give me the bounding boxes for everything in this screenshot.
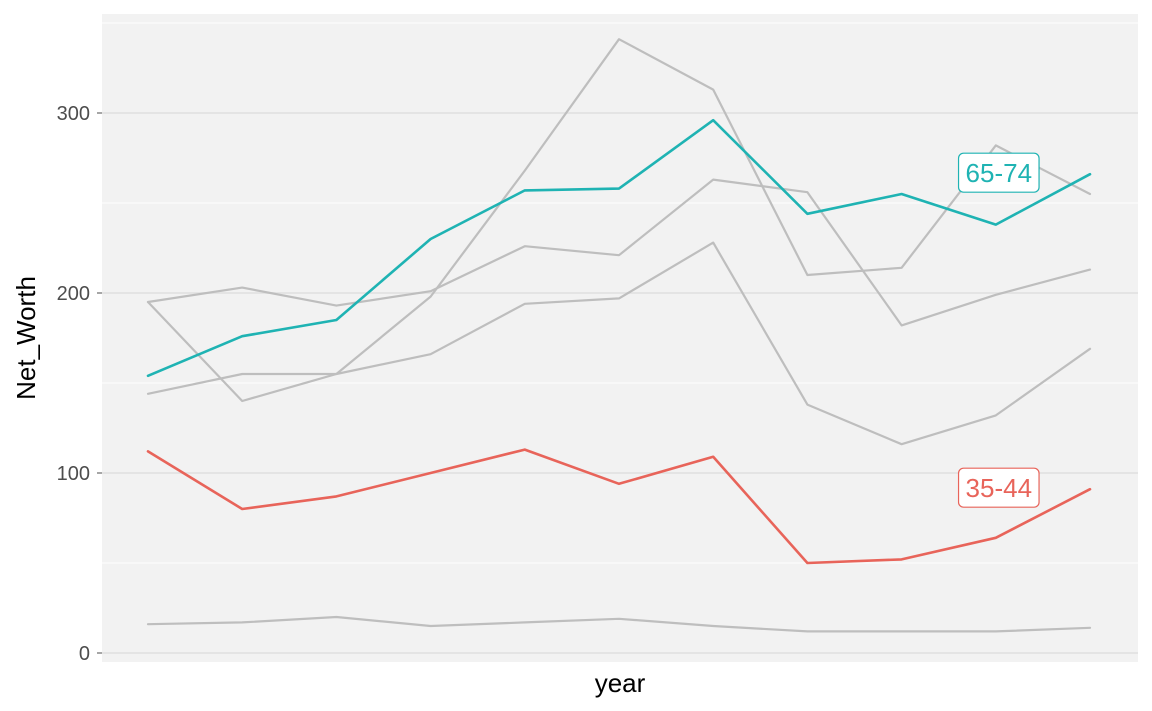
- x-axis-title: year: [595, 668, 646, 698]
- y-tick-label: 100: [57, 463, 90, 485]
- series-line-grey-2: [146, 178, 1092, 327]
- series-line-35-44: [146, 448, 1092, 565]
- series-label-35-44: 35-44: [957, 467, 1040, 508]
- series-label-box: [957, 152, 1040, 193]
- series-line-grey-1: [146, 38, 1092, 403]
- series-label-box: [957, 467, 1040, 508]
- y-axis-ticks: 0 100 200 300: [57, 103, 102, 665]
- y-tick-label: 200: [57, 283, 90, 305]
- series-label-65-74: 65-74: [957, 152, 1040, 193]
- series-label-text: 65-74: [966, 158, 1033, 188]
- y-tick-label: 0: [79, 643, 90, 665]
- series-line-65-74: [146, 118, 1092, 378]
- plot-panel: [102, 14, 1138, 662]
- series-lines: [146, 38, 1092, 633]
- series-label-text: 35-44: [966, 473, 1033, 503]
- series-line-grey-0: [146, 615, 1092, 633]
- y-tick-label: 300: [57, 103, 90, 125]
- y-axis-title: Net_Worth: [11, 276, 41, 400]
- series-labels: 35-44 65-74: [957, 152, 1040, 508]
- series-line-grey-3: [146, 241, 1092, 446]
